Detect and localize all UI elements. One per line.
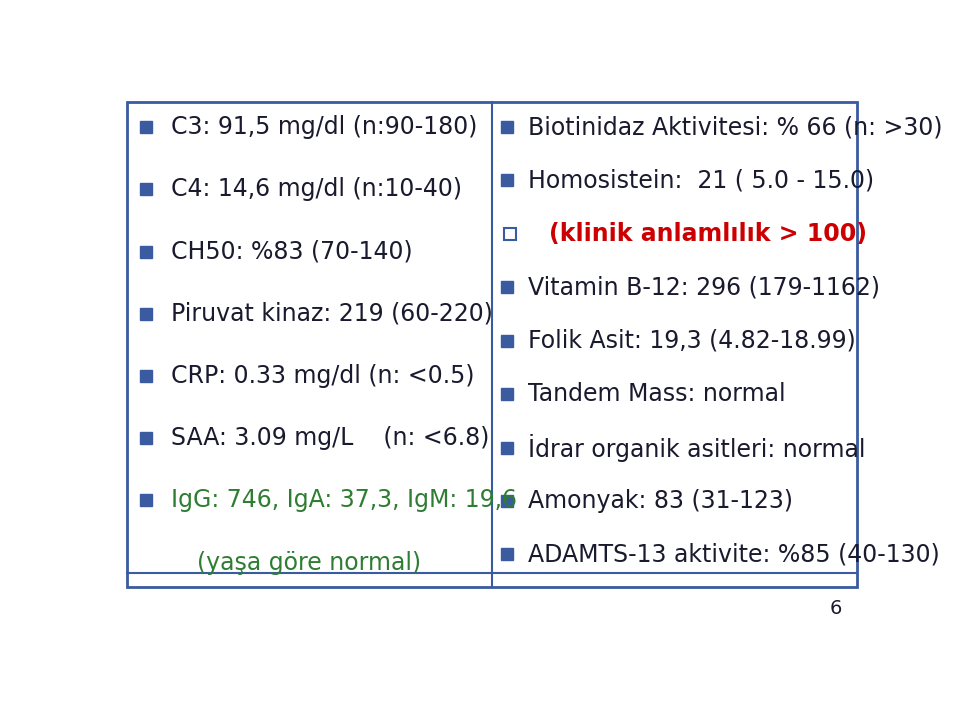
Text: İdrar organik asitleri: normal: İdrar organik asitleri: normal [528,433,865,461]
Text: Amonyak: 83 (31-123): Amonyak: 83 (31-123) [528,489,793,513]
Text: Tandem Mass: normal: Tandem Mass: normal [528,382,785,406]
Text: SAA: 3.09 mg/L    (n: <6.8): SAA: 3.09 mg/L (n: <6.8) [171,426,489,450]
FancyBboxPatch shape [128,102,856,587]
Text: Folik Asit: 19,3 (4.82-18.99): Folik Asit: 19,3 (4.82-18.99) [528,329,855,352]
Text: Biotinidaz Aktivitesi: % 66 (n: >30): Biotinidaz Aktivitesi: % 66 (n: >30) [528,115,942,139]
Text: CH50: %83 (70-140): CH50: %83 (70-140) [171,240,412,264]
Text: (klinik anlamlılık > 100): (klinik anlamlılık > 100) [548,222,867,246]
Text: C3: 91,5 mg/dl (n:90-180): C3: 91,5 mg/dl (n:90-180) [171,115,477,139]
Text: ADAMTS-13 aktivite: %85 (40-130): ADAMTS-13 aktivite: %85 (40-130) [528,542,940,566]
Text: CRP: 0.33 mg/dl (n: <0.5): CRP: 0.33 mg/dl (n: <0.5) [171,364,474,388]
Text: C4: 14,6 mg/dl (n:10-40): C4: 14,6 mg/dl (n:10-40) [171,177,462,202]
Text: Vitamin B-12: 296 (179-1162): Vitamin B-12: 296 (179-1162) [528,275,879,300]
Text: IgG: 746, IgA: 37,3, IgM: 19,6: IgG: 746, IgA: 37,3, IgM: 19,6 [171,488,516,513]
Text: Piruvat kinaz: 219 (60-220): Piruvat kinaz: 219 (60-220) [171,302,492,326]
Text: (yaşa göre normal): (yaşa göre normal) [197,551,420,575]
Text: 6: 6 [829,599,842,618]
Text: Homosistein:  21 ( 5.0 - 15.0): Homosistein: 21 ( 5.0 - 15.0) [528,169,874,192]
